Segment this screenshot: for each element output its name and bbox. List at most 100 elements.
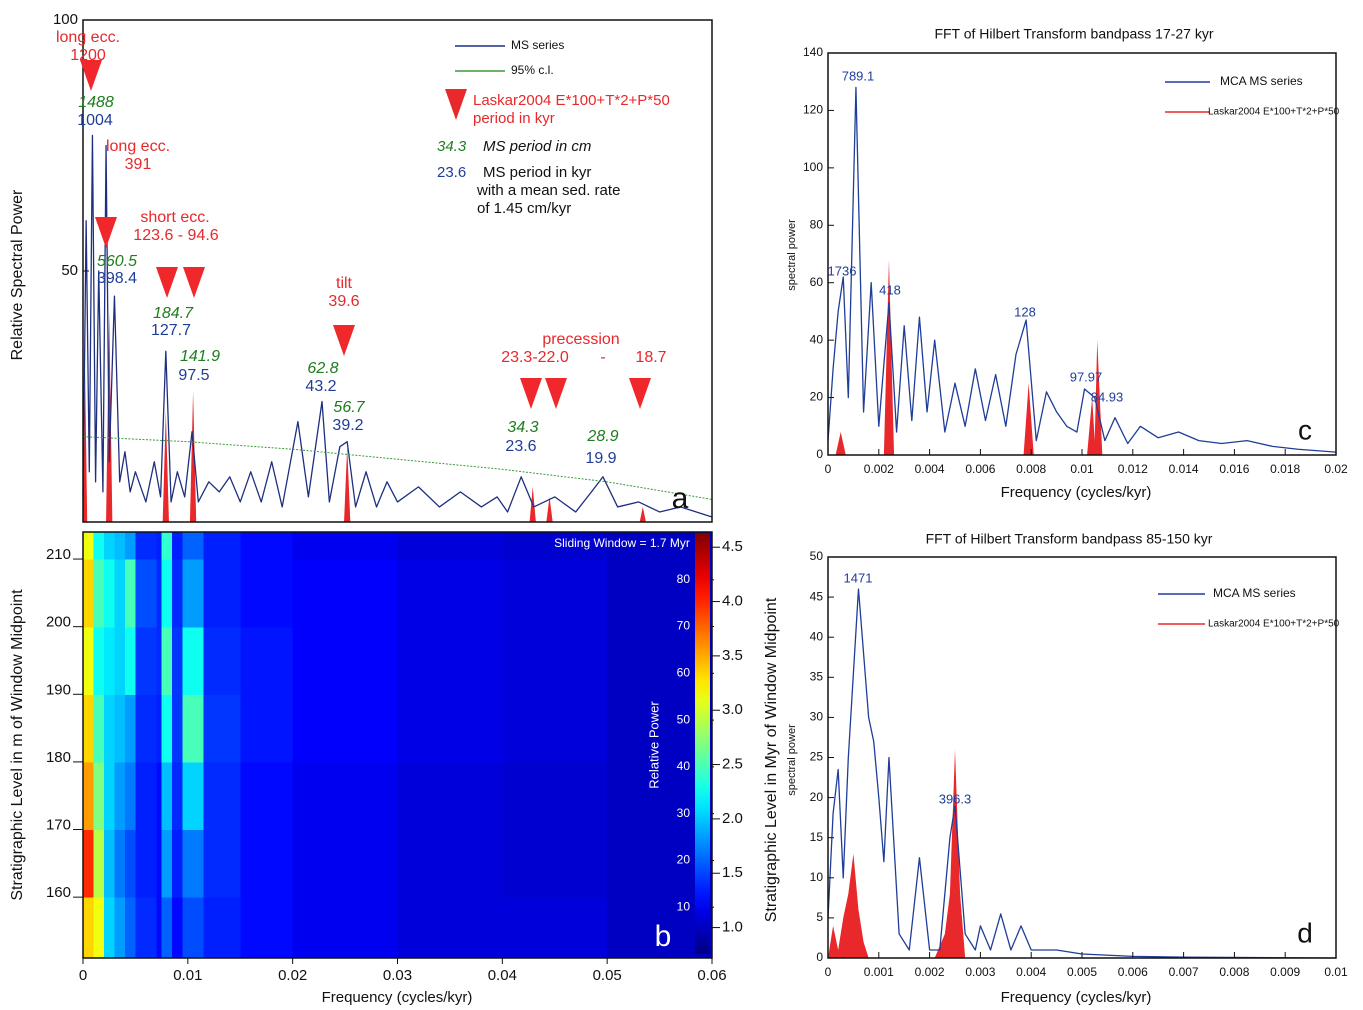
annotation: 1736 [828,263,857,278]
period-marker [545,378,567,409]
annotation: 396.3 [939,791,972,806]
annotation: 43.2 [305,378,336,395]
x-tick-label: 0.008 [1016,462,1046,476]
annotation: 184.7 [153,305,194,322]
annotation: long ecc. [56,29,120,46]
x-tick-label: 0.002 [864,462,894,476]
annotation: d [1297,917,1313,948]
heat-cell [103,694,116,763]
heat-cell [114,829,126,898]
title: FFT of Hilbert Transform bandpass 17-27 … [934,26,1213,42]
annotation: with a mean sed. rate [476,182,620,199]
x-tick-label: 0.002 [915,965,945,979]
y2-tick-label: 2.0 [722,810,743,827]
x-tick-label: 0 [825,965,832,979]
heat-cell [103,829,116,898]
heat-cell [156,829,163,898]
y2-tick-label: 3.5 [722,647,743,664]
heat-cell [182,694,205,763]
x-tick-label: 0.018 [1270,462,1300,476]
heat-cell [156,761,163,831]
x-tick-label: 0.007 [1169,965,1199,979]
annotation: 23.3-22.0 [501,349,569,366]
heat-cell [114,559,126,628]
y2-tick-label: 1.5 [722,864,743,881]
heat-cell [114,532,126,560]
heat-cell [114,694,126,763]
heat-cell [172,694,184,763]
heat-cell [203,626,241,695]
y2-tick-label: 3.0 [722,701,743,718]
annotation: 97.97 [1070,369,1103,384]
y-tick-label: 100 [803,160,823,174]
legend-label: MCA MS series [1213,586,1296,600]
x-tick-label: 0.06 [697,967,726,984]
heat-cell [161,559,173,628]
colorbar [695,533,710,954]
annotation: 1488 [78,94,114,111]
colorbar-tick-label: 50 [677,712,691,726]
colorbar-tick-label: 20 [677,853,691,867]
y-tick-label: 50 [61,262,78,279]
x-tick-label: 0 [825,462,832,476]
annotation: 1004 [77,112,113,129]
annotation: 34.3 [507,419,538,436]
y-tick-label: 200 [46,614,71,631]
heat-cell [124,829,137,898]
heat-cell [124,761,137,831]
heat-cell [93,559,105,628]
x-tick-label: 0.006 [965,462,995,476]
y-tick-label: 40 [810,332,824,346]
annotation: MS period in cm [483,138,591,155]
period-marker [183,267,205,298]
x-tick-label: 0.02 [1324,462,1348,476]
heat-cell [135,897,157,959]
heat-cell [93,761,105,831]
heat-cell [135,626,157,695]
annotation: 39.2 [332,417,363,434]
x-tick-label: 0.008 [1219,965,1249,979]
x-tick-label: 0.04 [488,967,517,984]
period-marker [333,325,355,356]
heat-cell [114,897,126,959]
heat-cell [182,559,205,628]
heat-cell [135,829,157,898]
y2label: Stratigraphic Level in Myr of Window Mid… [763,597,780,922]
annotation: b [655,920,672,953]
annotation: tilt [336,275,353,292]
heat-cell [93,694,105,763]
heat-cell [203,897,241,959]
y-tick-label: 140 [803,45,823,59]
heat-cell [397,897,503,959]
ylabel: spectral power [786,219,798,291]
heat-cell [83,897,95,959]
annotation: 398.4 [97,270,137,287]
x-tick-label: 0.03 [383,967,412,984]
y-tick-label: 30 [810,710,824,724]
heat-cell [83,694,95,763]
heat-cell [203,829,241,898]
y-tick-label: 80 [810,217,824,231]
heat-cell [182,626,205,695]
annotation: 128 [1014,304,1036,319]
heat-cell [240,626,294,695]
heat-cell [397,626,503,695]
area [828,749,1336,958]
line [827,588,1337,959]
heat-cell [240,559,294,628]
heat-cell [182,829,205,898]
period-marker [95,217,117,248]
heat-cell [83,829,95,898]
x-tick-label: 0.004 [1016,965,1046,979]
heat-cell [114,761,126,831]
line [82,436,713,500]
y-tick-label: 10 [810,870,824,884]
annotation: 19.9 [585,450,616,467]
annotation: 56.7 [333,399,365,416]
heat-cell [502,626,608,695]
legend-label: MS series [511,38,564,52]
y-tick-label: 35 [810,669,824,683]
heat-cell [172,829,184,898]
annotation: 18.7 [635,349,666,366]
x-tick-label: 0.006 [1118,965,1148,979]
